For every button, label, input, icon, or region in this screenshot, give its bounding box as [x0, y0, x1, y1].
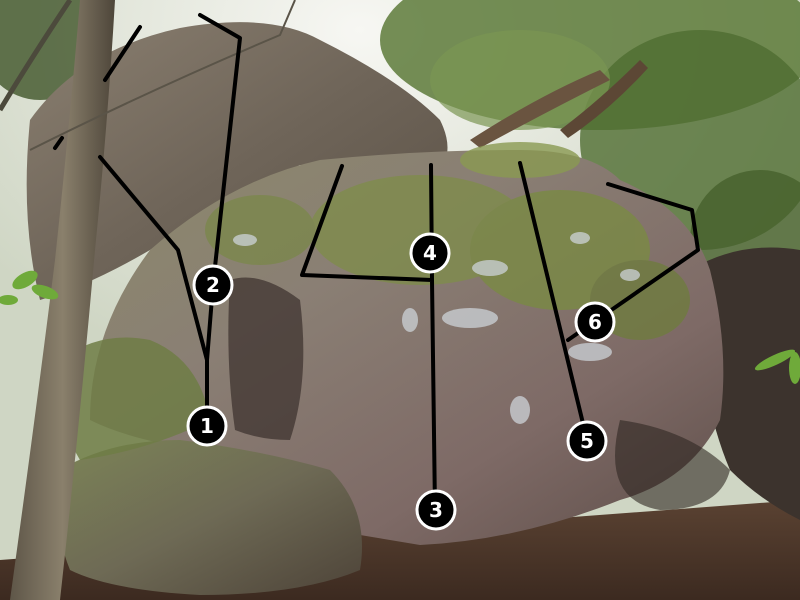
- upper-boulder: [26, 22, 448, 300]
- route-number-label: 4: [423, 241, 437, 265]
- route-1-line: [98, 155, 209, 427]
- route-marker-4: 4: [409, 232, 451, 274]
- moss-patches: [205, 142, 690, 340]
- left-mossy-ledge: [59, 337, 210, 460]
- rock-crack-shadow: [228, 277, 304, 440]
- route-lines: [53, 13, 700, 512]
- route-marker-1: 1: [186, 405, 228, 447]
- route-marker-3: 3: [415, 489, 457, 531]
- route-6-line: [566, 182, 700, 342]
- route-number-label: 1: [200, 414, 214, 438]
- lower-boulder: [56, 440, 363, 595]
- route-marker-5: 5: [566, 420, 608, 462]
- route-marker-2: 2: [192, 264, 234, 306]
- route-3-line: [300, 164, 437, 512]
- route-extra-line: [103, 25, 142, 82]
- route-number-label: 2: [206, 273, 220, 297]
- route-number-label: 6: [588, 310, 602, 334]
- branch: [0, 0, 73, 112]
- fern-leaves: [0, 270, 800, 384]
- route-arrow-line: [53, 136, 64, 150]
- overhang-shadow: [615, 420, 730, 510]
- tree-trunk: [10, 0, 115, 600]
- hanging-branch: [29, 0, 296, 151]
- route-5-line: [518, 161, 589, 442]
- route-number-label: 5: [580, 429, 594, 453]
- lichen-spots: [233, 232, 640, 424]
- route-marker-6: 6: [574, 301, 616, 343]
- route-number-label: 3: [429, 498, 443, 522]
- route-2-line: [198, 13, 242, 362]
